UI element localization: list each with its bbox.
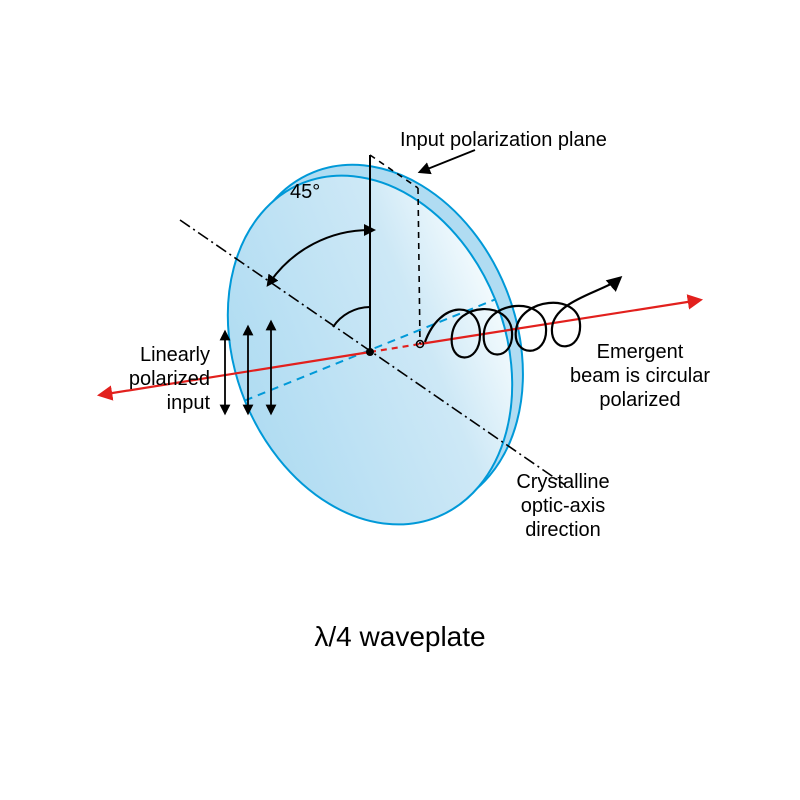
axis-l1: Crystalline — [516, 471, 609, 493]
input-beam-label: Linearly polarized input — [95, 343, 210, 415]
axis-l3: direction — [525, 519, 601, 541]
output-l1: Emergent — [597, 341, 684, 363]
input-beam-label-l2: polarized — [129, 368, 210, 390]
input-plane-label: Input polarization plane — [400, 128, 607, 152]
title-label: λ/4 waveplate — [0, 620, 800, 654]
input-beam-label-l1: Linearly — [140, 344, 210, 366]
output-l3: polarized — [599, 389, 680, 411]
leader-input-plane — [420, 150, 475, 172]
output-l2: beam is circular — [570, 365, 710, 387]
output-beam-label: Emergent beam is circular polarized — [555, 340, 725, 412]
input-beam-label-l3: input — [167, 392, 210, 414]
angle-label: 45° — [290, 180, 320, 204]
optic-axis-label: Crystalline optic-axis direction — [498, 470, 628, 542]
axis-l2: optic-axis — [521, 495, 605, 517]
